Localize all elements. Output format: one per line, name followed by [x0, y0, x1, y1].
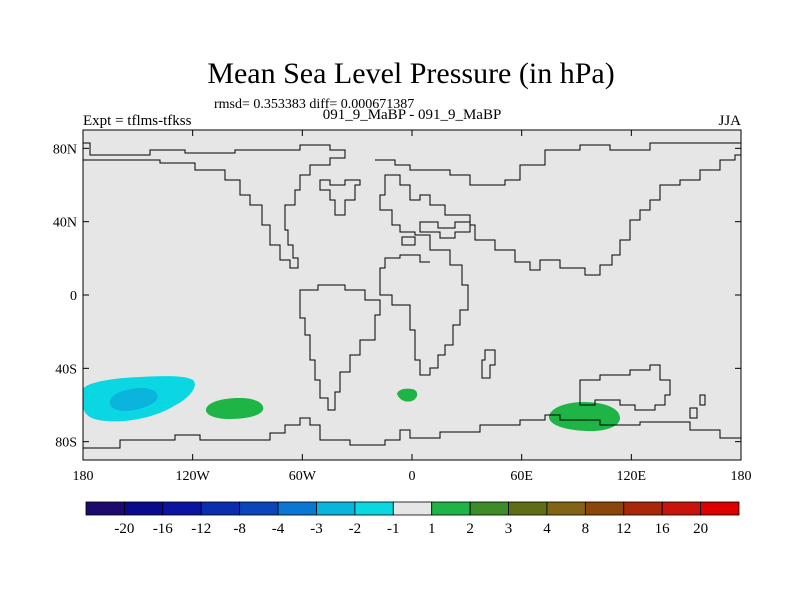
x-tick-label: 180 [731, 469, 752, 484]
x-tick-label: 0 [409, 469, 416, 484]
colorbar-label: 8 [582, 521, 590, 537]
south-pacific-positive [205, 398, 264, 419]
colorbar-label: -3 [310, 521, 323, 537]
colorbar-swatch [431, 501, 471, 516]
colorbar-swatch [200, 501, 241, 516]
colorbar-label: 16 [655, 521, 671, 537]
colorbar-label: 1 [428, 521, 436, 537]
coastline-new-zealand [689, 394, 706, 419]
colorbar: -20 -16 -12 -8 -4 -3 -2 -1 1 2 3 4 8 12 16 20 [85, 501, 740, 537]
colorbar-swatch [623, 501, 663, 516]
stats-line: rmsd= 0.353383 diff= 0.000671387 [214, 97, 414, 112]
colorbar-swatch [469, 501, 509, 516]
x-tick-label: 120W [176, 469, 211, 484]
coastline-north-america [83, 142, 346, 269]
colorbar-label: 2 [466, 521, 474, 537]
x-tick-label: 60E [510, 469, 533, 484]
colorbar-swatch [85, 501, 125, 516]
colorbar-swatch [162, 501, 202, 516]
coastline-antarctica [83, 414, 741, 460]
colorbar-label: -8 [233, 521, 246, 537]
colorbar-label: -4 [272, 521, 285, 537]
coastline-australia [579, 364, 671, 411]
colorbar-swatch [584, 501, 625, 516]
y-tick-label: 0 [70, 289, 77, 304]
x-tick-label: 180 [73, 469, 94, 484]
experiment-label: Expt = tflms-tfkss [83, 113, 192, 129]
x-axis: 180 120W 60W 0 60E 120E 180 [73, 130, 752, 484]
colorbar-swatch [277, 501, 317, 516]
colorbar-swatch [508, 501, 548, 516]
colorbar-label: -2 [349, 521, 362, 537]
coastline-british-isles [401, 236, 416, 246]
colorbar-swatch [392, 501, 433, 516]
indian-ocean-positive [548, 402, 620, 432]
comparison-label: 091_9_MaBP - 091_9_MaBP [323, 107, 502, 123]
x-tick-label: 120E [617, 469, 647, 484]
x-tick-label: 60W [289, 469, 317, 484]
y-tick-label: 80N [53, 142, 77, 157]
colorbar-label: 3 [505, 521, 513, 537]
y-tick-label: 80S [55, 436, 77, 451]
colorbar-swatch [661, 501, 701, 516]
coastline-madagascar [481, 349, 496, 379]
colorbar-swatch [546, 501, 586, 516]
y-tick-label: 40N [53, 216, 77, 231]
coastlines [83, 142, 741, 460]
coastline-eurasia [375, 142, 741, 376]
colorbar-label: 12 [616, 521, 631, 537]
chart-title: Mean Sea Level Pressure (in hPa) [207, 57, 614, 90]
colorbar-swatch [354, 501, 394, 516]
colorbar-swatch [316, 501, 356, 516]
coastline-greenland [319, 179, 361, 216]
colorbar-label: 4 [543, 521, 551, 537]
y-tick-label: 40S [55, 362, 77, 377]
south-atlantic-positive [397, 388, 418, 402]
colorbar-label: -1 [387, 521, 400, 537]
y-axis: 80N 40N 0 40S 80S [53, 142, 741, 451]
colorbar-swatch [700, 501, 740, 516]
anomaly-fills [83, 376, 620, 432]
colorbar-swatch [124, 501, 164, 516]
colorbar-label: -12 [191, 521, 211, 537]
colorbar-label: 20 [693, 521, 708, 537]
south-pacific-negative-inner [109, 388, 158, 411]
colorbar-swatch [239, 501, 279, 516]
coastline-mediterranean [419, 221, 471, 239]
colorbar-label: -20 [114, 521, 134, 537]
coastline-south-america [299, 284, 381, 411]
season-label: JJA [718, 113, 741, 129]
colorbar-label: -16 [153, 521, 173, 537]
